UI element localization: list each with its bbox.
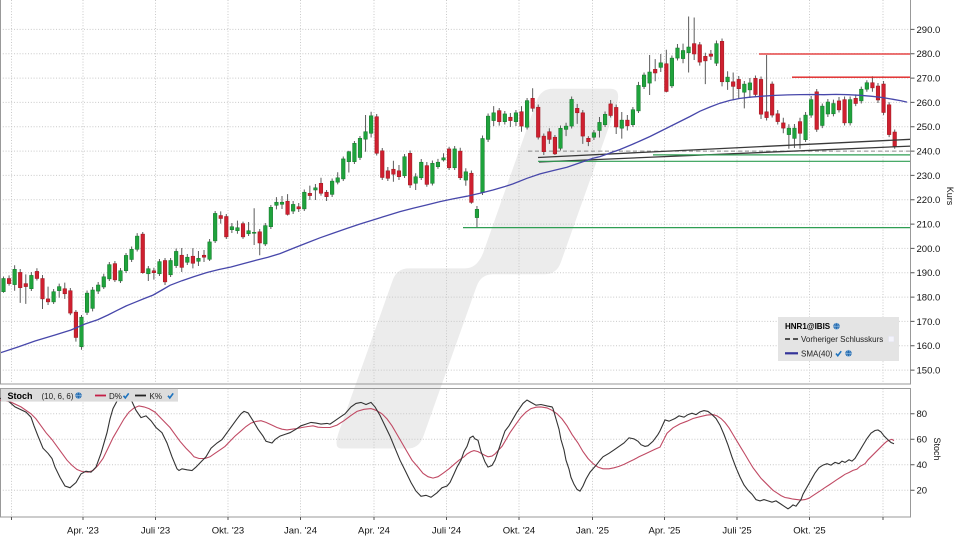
svg-text:(10, 6, 6): (10, 6, 6) (42, 392, 74, 401)
svg-text:Stoch: Stoch (932, 437, 942, 460)
svg-text:Okt. '25: Okt. '25 (793, 526, 825, 537)
svg-text:Jan. '25: Jan. '25 (576, 526, 609, 537)
svg-text:80: 80 (917, 409, 928, 420)
svg-text:Jan. '24: Jan. '24 (284, 526, 317, 537)
svg-text:Okt. '23: Okt. '23 (212, 526, 244, 537)
svg-text:Apr. '25: Apr. '25 (649, 526, 681, 537)
svg-text:60: 60 (917, 435, 928, 446)
svg-text:Apr. '24: Apr. '24 (358, 526, 390, 537)
svg-text:270.0: 270.0 (917, 74, 941, 85)
svg-text:240.0: 240.0 (917, 147, 941, 158)
svg-text:Kurs: Kurs (945, 187, 955, 206)
svg-text:Juli '23: Juli '23 (141, 526, 170, 537)
svg-text:Juli '24: Juli '24 (432, 526, 461, 537)
svg-text:260.0: 260.0 (917, 98, 941, 109)
svg-text:SMA(40): SMA(40) (801, 350, 833, 359)
svg-text:170.0: 170.0 (917, 317, 941, 328)
svg-text:190.0: 190.0 (917, 268, 941, 279)
svg-text:160.0: 160.0 (917, 341, 941, 352)
svg-text:280.0: 280.0 (917, 49, 941, 60)
svg-text:Vorheriger Schlusskurs: Vorheriger Schlusskurs (801, 335, 883, 344)
svg-text:210.0: 210.0 (917, 220, 941, 231)
svg-text:180.0: 180.0 (917, 293, 941, 304)
svg-text:Stoch: Stoch (8, 391, 33, 401)
svg-text:250.0: 250.0 (917, 122, 941, 133)
svg-text:200.0: 200.0 (917, 244, 941, 255)
svg-text:HNR1@IBIS: HNR1@IBIS (785, 322, 831, 331)
svg-text:150.0: 150.0 (917, 366, 941, 377)
svg-text:K%: K% (150, 392, 162, 401)
svg-text:220.0: 220.0 (917, 195, 941, 206)
svg-text:Okt. '24: Okt. '24 (503, 526, 535, 537)
svg-text:230.0: 230.0 (917, 171, 941, 182)
svg-text:Juli '25: Juli '25 (722, 526, 751, 537)
svg-text:D%: D% (109, 392, 122, 401)
svg-text:20: 20 (917, 486, 928, 497)
svg-text:40: 40 (917, 460, 928, 471)
svg-text:Apr. '23: Apr. '23 (67, 526, 99, 537)
svg-text:290.0: 290.0 (917, 25, 941, 36)
